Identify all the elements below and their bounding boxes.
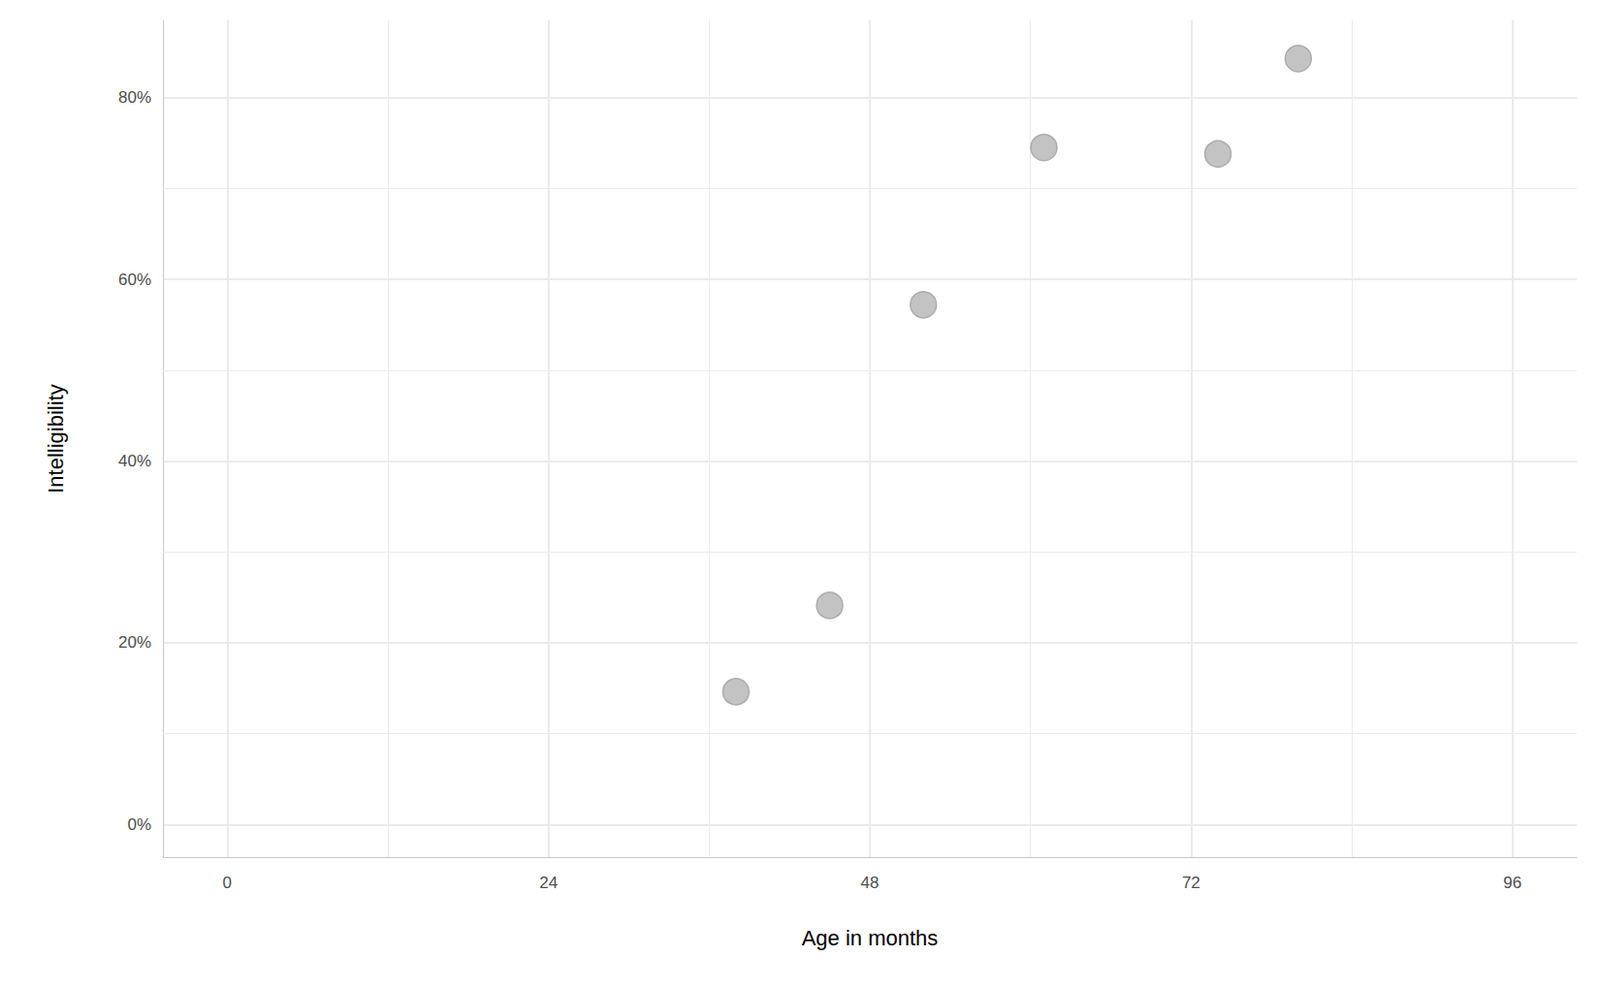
- svg-text:72: 72: [1182, 873, 1201, 893]
- svg-text:24: 24: [539, 873, 558, 893]
- svg-text:96: 96: [1503, 873, 1522, 893]
- svg-text:40%: 40%: [118, 451, 152, 471]
- svg-text:80%: 80%: [118, 88, 152, 107]
- svg-text:Intelligibility: Intelligibility: [43, 384, 68, 494]
- svg-text:0%: 0%: [127, 815, 152, 834]
- svg-text:48: 48: [861, 873, 880, 893]
- svg-text:60%: 60%: [118, 270, 152, 289]
- svg-text:Age in months: Age in months: [801, 926, 939, 951]
- svg-text:0: 0: [223, 873, 232, 893]
- svg-text:20%: 20%: [118, 633, 152, 652]
